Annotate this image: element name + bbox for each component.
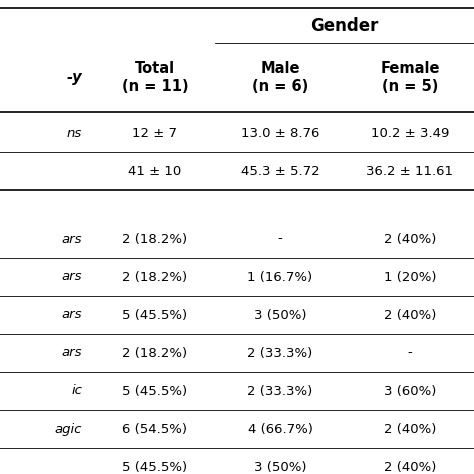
Text: ns: ns — [67, 127, 82, 139]
Text: 1 (20%): 1 (20%) — [384, 271, 436, 283]
Text: 36.2 ± 11.61: 36.2 ± 11.61 — [366, 164, 454, 177]
Text: ars: ars — [62, 233, 82, 246]
Text: 1 (16.7%): 1 (16.7%) — [247, 271, 312, 283]
Text: agic: agic — [55, 422, 82, 436]
Text: 5 (45.5%): 5 (45.5%) — [122, 384, 188, 398]
Text: 2 (18.2%): 2 (18.2%) — [122, 233, 188, 246]
Text: Female
(n = 5): Female (n = 5) — [380, 61, 440, 94]
Text: 2 (33.3%): 2 (33.3%) — [247, 346, 313, 359]
Text: 5 (45.5%): 5 (45.5%) — [122, 461, 188, 474]
Text: 5 (45.5%): 5 (45.5%) — [122, 309, 188, 321]
Text: ic: ic — [71, 384, 82, 398]
Text: 2 (18.2%): 2 (18.2%) — [122, 346, 188, 359]
Text: -y: -y — [66, 70, 82, 85]
Text: 3 (60%): 3 (60%) — [384, 384, 436, 398]
Text: 4 (66.7%): 4 (66.7%) — [247, 422, 312, 436]
Text: 2 (18.2%): 2 (18.2%) — [122, 271, 188, 283]
Text: Total
(n = 11): Total (n = 11) — [122, 61, 188, 94]
Text: 3 (50%): 3 (50%) — [254, 461, 306, 474]
Text: 3 (50%): 3 (50%) — [254, 309, 306, 321]
Text: 6 (54.5%): 6 (54.5%) — [122, 422, 188, 436]
Text: 13.0 ± 8.76: 13.0 ± 8.76 — [241, 127, 319, 139]
Text: ars: ars — [62, 271, 82, 283]
Text: ars: ars — [62, 309, 82, 321]
Text: 2 (40%): 2 (40%) — [384, 233, 436, 246]
Text: 2 (33.3%): 2 (33.3%) — [247, 384, 313, 398]
Text: 2 (40%): 2 (40%) — [384, 422, 436, 436]
Text: 45.3 ± 5.72: 45.3 ± 5.72 — [241, 164, 319, 177]
Text: Gender: Gender — [310, 17, 379, 35]
Text: 12 ± 7: 12 ± 7 — [133, 127, 177, 139]
Text: -: - — [278, 233, 283, 246]
Text: -: - — [408, 346, 412, 359]
Text: 10.2 ± 3.49: 10.2 ± 3.49 — [371, 127, 449, 139]
Text: 41 ± 10: 41 ± 10 — [128, 164, 182, 177]
Text: Male
(n = 6): Male (n = 6) — [252, 61, 308, 94]
Text: ars: ars — [62, 346, 82, 359]
Text: 2 (40%): 2 (40%) — [384, 461, 436, 474]
Text: 2 (40%): 2 (40%) — [384, 309, 436, 321]
